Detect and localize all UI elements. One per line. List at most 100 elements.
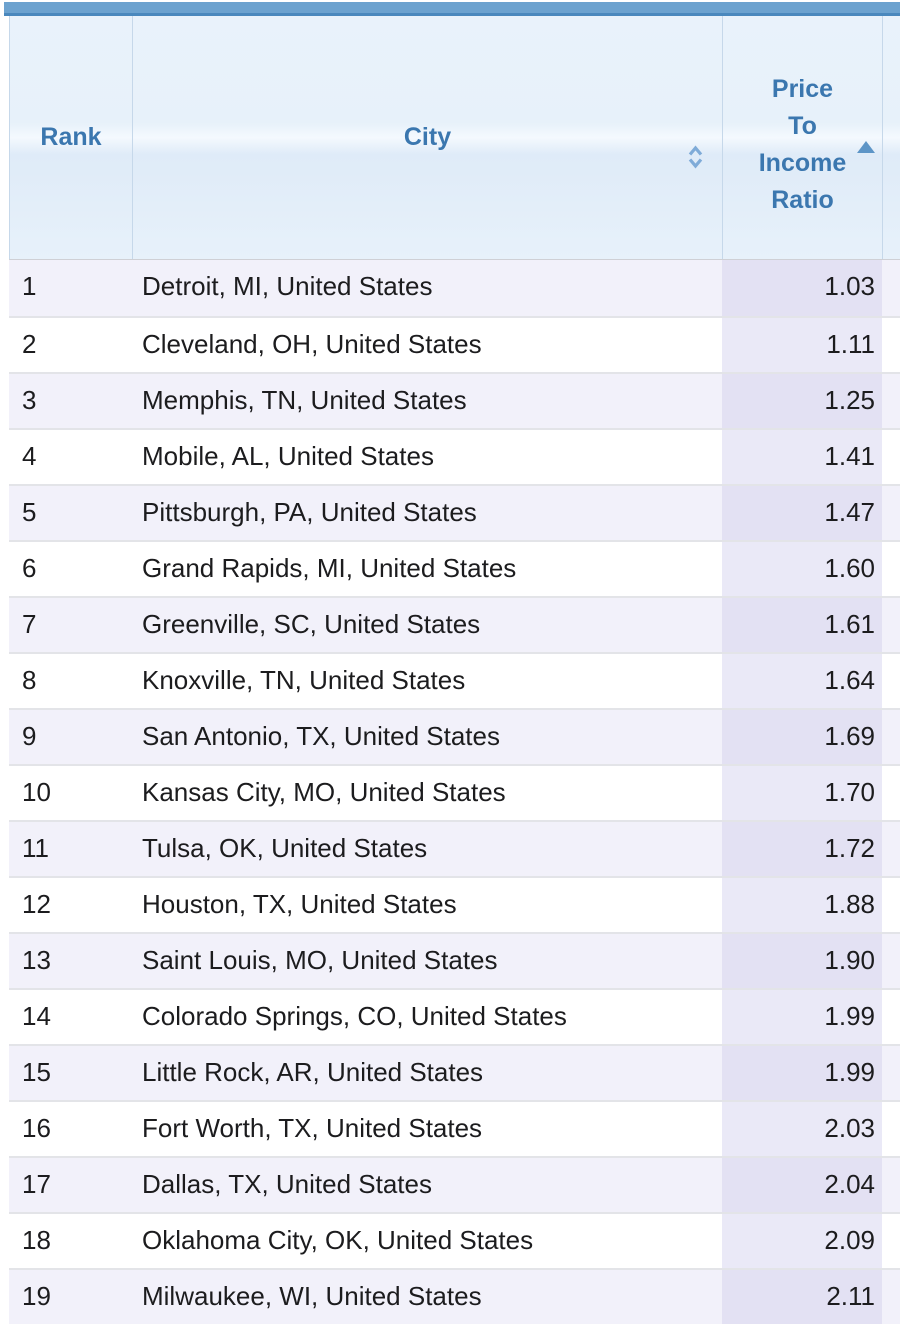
next-column-cell (882, 374, 900, 428)
table-row: 9 San Antonio, TX, United States 1.69 (9, 708, 900, 764)
price-ratio-cell: 1.60 (722, 542, 882, 596)
price-ratio-cell: 1.11 (722, 318, 882, 372)
city-cell: Grand Rapids, MI, United States (142, 553, 517, 583)
table-body: 1 Detroit, MI, United States 1.03 2 Clev… (4, 260, 900, 1324)
table-row: 12 Houston, TX, United States 1.88 (9, 876, 900, 932)
city-cell: Cleveland, OH, United States (142, 329, 482, 359)
next-column-cell (882, 318, 900, 372)
price-ratio-cell: 2.09 (722, 1214, 882, 1268)
price-ratio-cell: 2.11 (722, 1270, 882, 1324)
city-cell: Colorado Springs, CO, United States (142, 1001, 567, 1031)
table-row: 8 Knoxville, TN, United States 1.64 (9, 652, 900, 708)
price-ratio-cell: 1.64 (722, 654, 882, 708)
table-row: 7 Greenville, SC, United States 1.61 (9, 596, 900, 652)
table-row: 17 Dallas, TX, United States 2.04 (9, 1156, 900, 1212)
next-column-cell (882, 542, 900, 596)
price-ratio-cell: 1.70 (722, 766, 882, 820)
rank-cell: 17 (22, 1169, 51, 1199)
city-cell: Detroit, MI, United States (142, 271, 433, 301)
table-row: 14 Colorado Springs, CO, United States 1… (9, 988, 900, 1044)
table-row: 5 Pittsburgh, PA, United States 1.47 (9, 484, 900, 540)
next-column-cell (882, 878, 900, 932)
table-header-row: Rank City Price To Income Ratio (9, 16, 900, 260)
next-column-cell (882, 1270, 900, 1324)
next-column-cell (882, 710, 900, 764)
rank-cell: 11 (22, 833, 49, 863)
rank-cell: 1 (22, 271, 37, 301)
rank-cell: 12 (22, 889, 51, 919)
price-ratio-cell: 1.99 (722, 990, 882, 1044)
price-ratio-cell: 1.72 (722, 822, 882, 876)
rank-cell: 14 (22, 1001, 51, 1031)
city-cell: Fort Worth, TX, United States (142, 1113, 483, 1143)
table-row: 6 Grand Rapids, MI, United States 1.60 (9, 540, 900, 596)
rank-cell: 13 (22, 945, 51, 975)
next-column-cell (882, 430, 900, 484)
table-row: 10 Kansas City, MO, United States 1.70 (9, 764, 900, 820)
city-cell: Milwaukee, WI, United States (142, 1281, 482, 1311)
table-row: 3 Memphis, TN, United States 1.25 (9, 372, 900, 428)
header-price-to-income-ratio[interactable]: Price To Income Ratio (722, 16, 882, 259)
next-column-cell (882, 486, 900, 540)
city-cell: Oklahoma City, OK, United States (142, 1225, 534, 1255)
price-ratio-cell: 1.88 (722, 878, 882, 932)
price-ratio-cell: 1.90 (722, 934, 882, 988)
rank-cell: 15 (22, 1057, 51, 1087)
next-column-header[interactable] (882, 16, 900, 259)
rank-cell: 10 (22, 777, 51, 807)
table-row: 2 Cleveland, OH, United States 1.11 (9, 316, 900, 372)
city-cell: Dallas, TX, United States (142, 1169, 432, 1199)
header-city-label: City (403, 123, 452, 151)
table-row: 13 Saint Louis, MO, United States 1.90 (9, 932, 900, 988)
rank-cell: 5 (22, 497, 37, 527)
rank-cell: 18 (22, 1225, 51, 1255)
city-cell: Tulsa, OK, United States (142, 833, 428, 863)
next-column-cell (882, 1158, 900, 1212)
city-cell: Saint Louis, MO, United States (142, 945, 498, 975)
rank-cell: 7 (22, 609, 37, 639)
rank-cell: 2 (22, 329, 37, 359)
city-cell: Kansas City, MO, United States (142, 777, 506, 807)
price-ratio-cell: 1.25 (722, 374, 882, 428)
header-city[interactable]: City (132, 16, 722, 259)
next-column-cell (882, 654, 900, 708)
rank-cell: 6 (22, 553, 37, 583)
rank-cell: 9 (22, 721, 37, 751)
table-row: 15 Little Rock, AR, United States 1.99 (9, 1044, 900, 1100)
next-column-cell (882, 1102, 900, 1156)
city-cell: Houston, TX, United States (142, 889, 457, 919)
table-row: 16 Fort Worth, TX, United States 2.03 (9, 1100, 900, 1156)
city-cell: Mobile, AL, United States (142, 441, 434, 471)
price-ratio-cell: 1.47 (722, 486, 882, 540)
price-ratio-cell: 1.03 (722, 260, 882, 316)
header-price-label: Price To Income Ratio (758, 74, 847, 214)
top-blue-bar (4, 2, 900, 16)
sort-chevrons-icon[interactable] (687, 144, 704, 170)
rank-cell: 4 (22, 441, 37, 471)
table-row: 4 Mobile, AL, United States 1.41 (9, 428, 900, 484)
price-ratio-cell: 2.03 (722, 1102, 882, 1156)
table-row: 11 Tulsa, OK, United States 1.72 (9, 820, 900, 876)
price-ratio-cell: 1.41 (722, 430, 882, 484)
rank-cell: 8 (22, 665, 37, 695)
next-column-cell (882, 598, 900, 652)
next-column-cell (882, 766, 900, 820)
rank-cell: 16 (22, 1113, 51, 1143)
price-ratio-cell: 1.61 (722, 598, 882, 652)
header-rank: Rank (9, 16, 132, 259)
next-column-cell (882, 260, 900, 316)
next-column-cell (882, 822, 900, 876)
next-column-cell (882, 934, 900, 988)
city-cell: San Antonio, TX, United States (142, 721, 500, 751)
sort-ascending-triangle-icon[interactable] (857, 141, 875, 153)
city-cell: Pittsburgh, PA, United States (142, 497, 477, 527)
next-column-cell (882, 1046, 900, 1100)
table-row: 1 Detroit, MI, United States 1.03 (9, 260, 900, 316)
city-cell: Memphis, TN, United States (142, 385, 467, 415)
city-cell: Little Rock, AR, United States (142, 1057, 484, 1087)
next-column-cell (882, 990, 900, 1044)
price-ratio-cell: 1.99 (722, 1046, 882, 1100)
price-ratio-cell: 1.69 (722, 710, 882, 764)
price-to-income-table: Rank City Price To Income Ratio 1 Detroi… (4, 16, 900, 1324)
table-row: 18 Oklahoma City, OK, United States 2.09 (9, 1212, 900, 1268)
